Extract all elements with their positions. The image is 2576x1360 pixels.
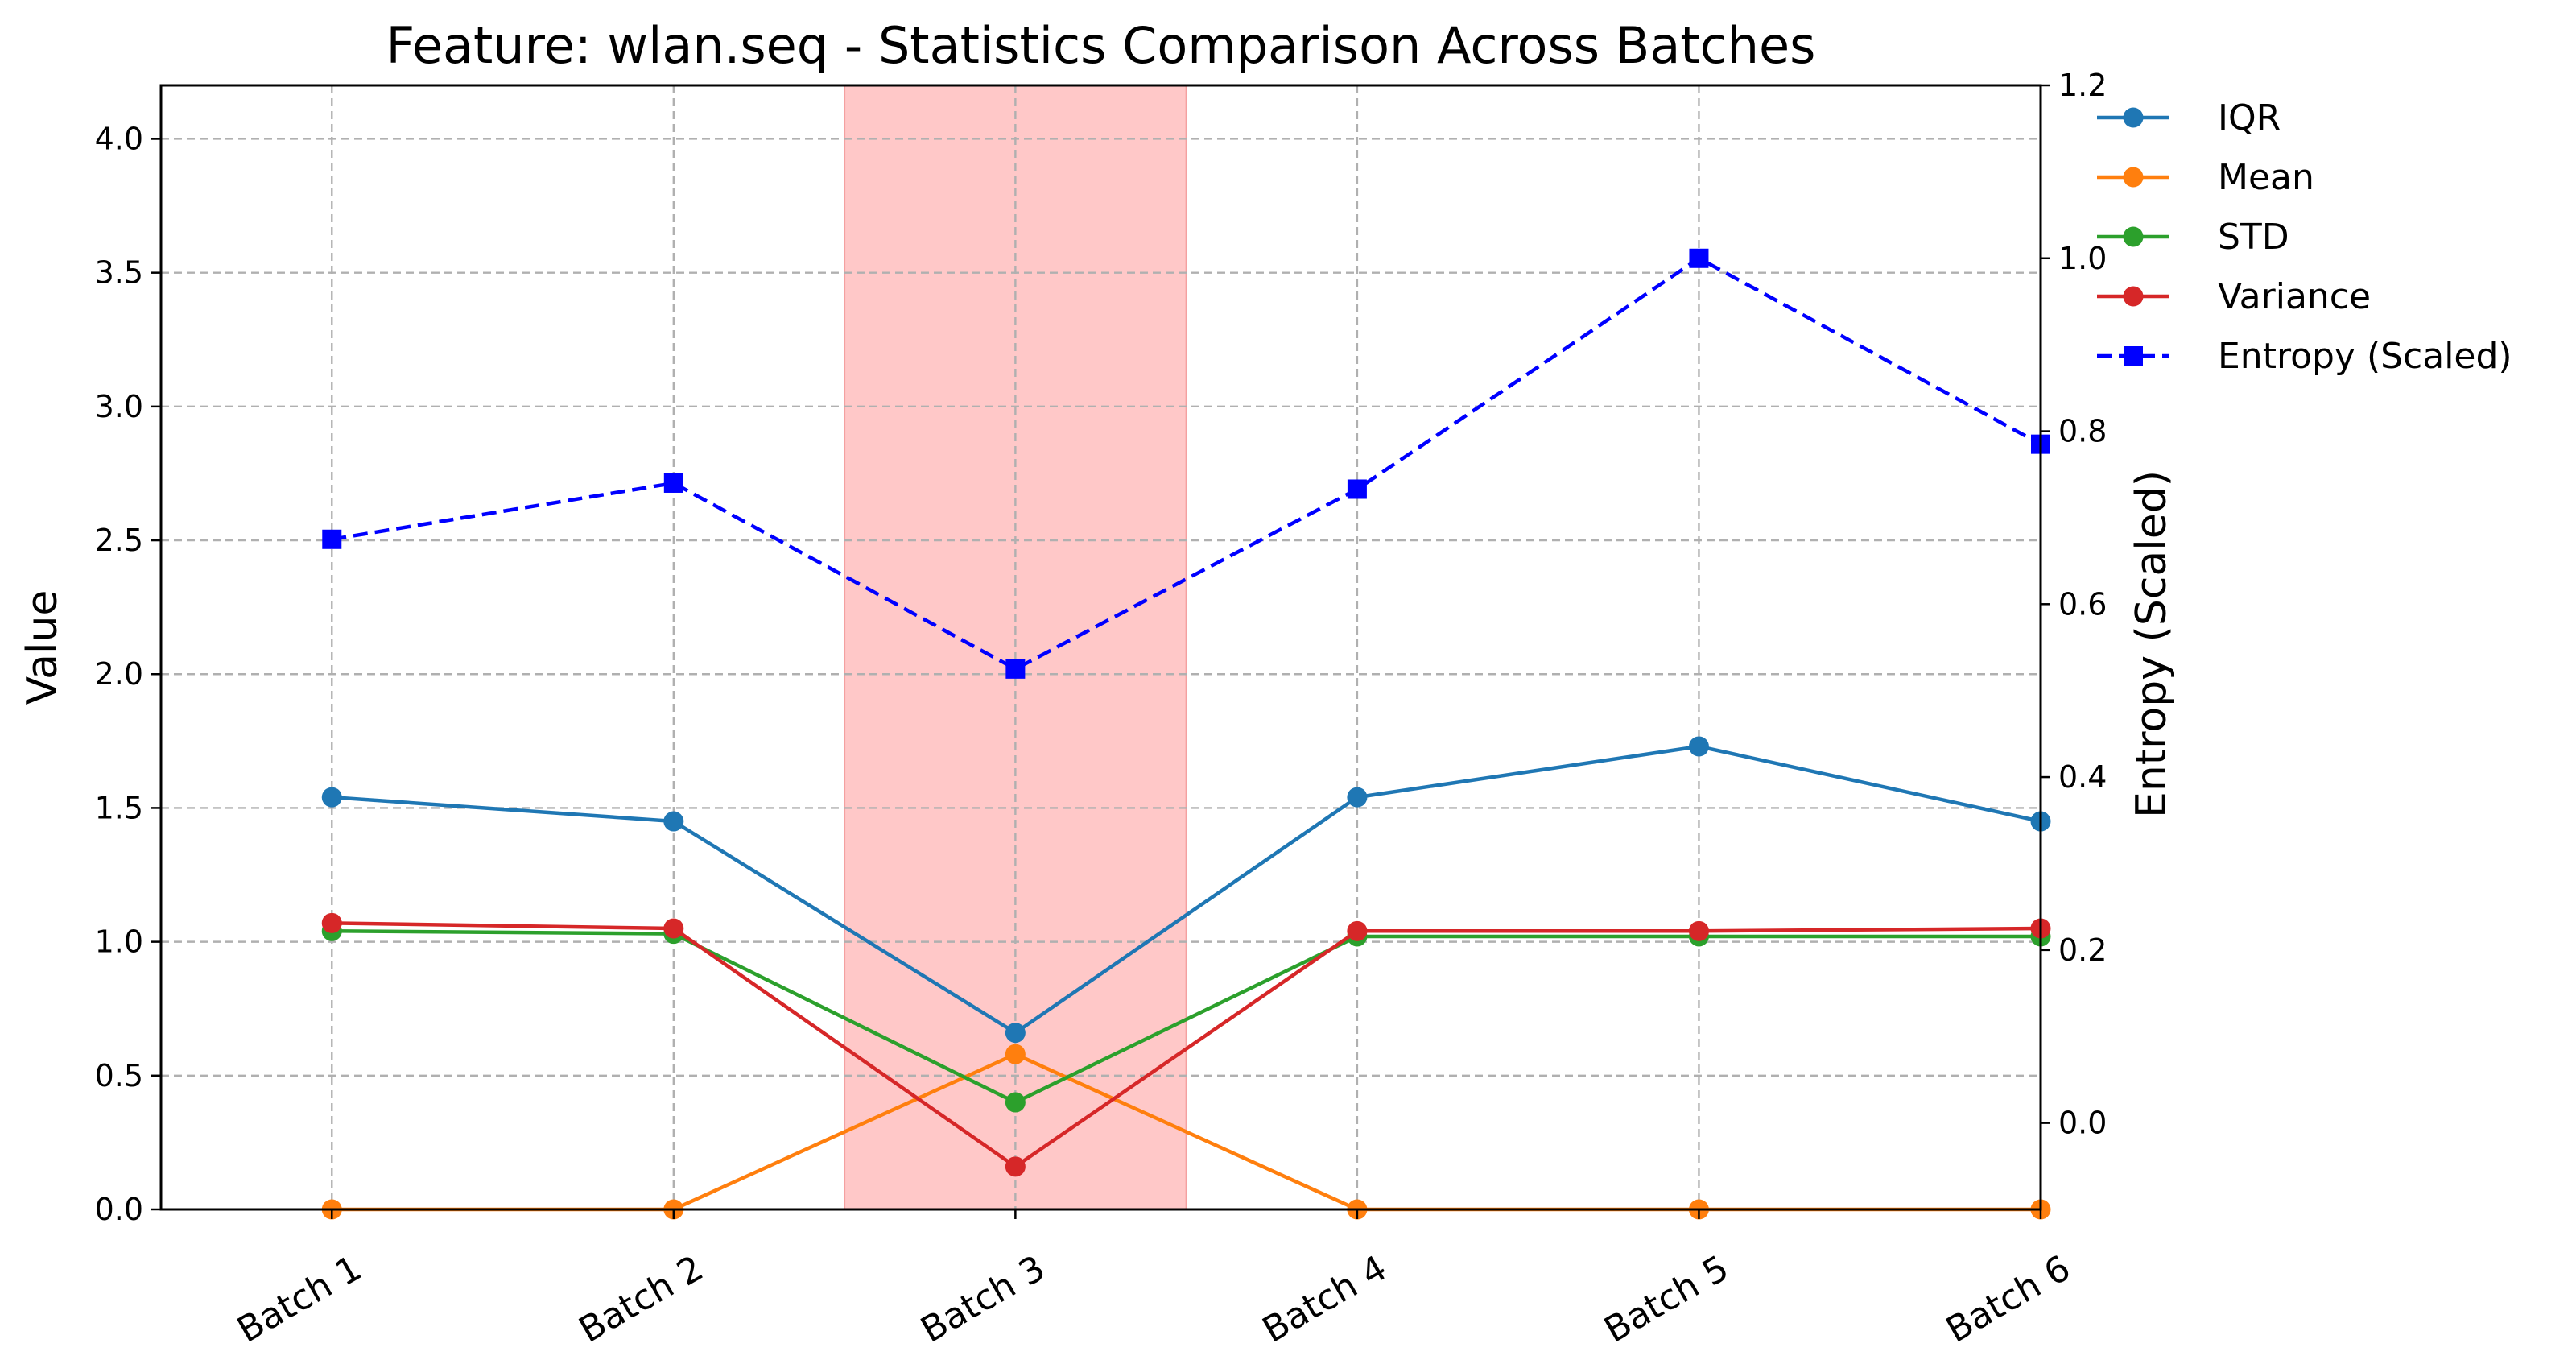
y-tick-label: 0.5 xyxy=(95,1058,143,1093)
legend-label-std: STD xyxy=(2218,217,2289,258)
plot-frame xyxy=(159,84,2042,1211)
left-y-axis: 0.0 0.5 1.0 1.5 2.0 2.5 3.0 3.5 4.0 xyxy=(95,121,161,1227)
point-iqr-batch-4 xyxy=(1347,787,1368,808)
point-iqr-batch-3 xyxy=(1005,1023,1026,1044)
legend-item-variance: Variance xyxy=(2097,276,2371,317)
y2-tick-label: 0.6 xyxy=(2058,586,2107,622)
point-iqr-batch-1 xyxy=(321,787,342,808)
point-variance-batch-3 xyxy=(1005,1156,1026,1177)
legend-item-iqr: IQR xyxy=(2097,97,2281,138)
series-line-iqr xyxy=(332,744,2041,1035)
series-line-variance xyxy=(332,921,2041,1169)
point-variance-batch-4 xyxy=(1347,920,1368,941)
point-iqr-batch-5 xyxy=(1688,736,1709,757)
y-axis-label: Value xyxy=(19,590,67,705)
y-tick-label: 2.0 xyxy=(95,656,143,692)
series-iqr xyxy=(321,736,2051,1044)
chart-title: Feature: wlan.seq - Statistics Compariso… xyxy=(386,16,1816,75)
legend-label-variance: Variance xyxy=(2218,276,2371,317)
legend-label-mean: Mean xyxy=(2218,157,2314,198)
y-tick-label: 4.0 xyxy=(95,121,143,156)
point-iqr-batch-2 xyxy=(663,811,684,832)
y-tick-label: 2.5 xyxy=(95,523,143,558)
series-line-entropy-scaled xyxy=(331,256,2042,672)
y2-tick-label: 0.0 xyxy=(2058,1106,2107,1141)
point-entropy-scaled-batch-3 xyxy=(1005,659,1026,679)
y-tick-label: 0.0 xyxy=(95,1192,143,1227)
legend-marker-std xyxy=(2123,226,2144,247)
right-y-axis: 0.0 0.2 0.4 0.6 0.8 1.0 1.2 xyxy=(2041,68,2107,1141)
legend-item-entropy-scaled: Entropy (Scaled) xyxy=(2097,336,2512,377)
point-variance-batch-2 xyxy=(663,918,684,939)
point-entropy-scaled-batch-4 xyxy=(1347,479,1367,499)
legend-marker-iqr xyxy=(2123,107,2144,128)
y-tick-label: 1.5 xyxy=(95,790,143,825)
legend: IQR Mean STD Variance Entropy (Scaled) xyxy=(2097,97,2512,377)
y2-tick-label: 1.2 xyxy=(2058,68,2107,103)
legend-label-entropy-scaled: Entropy (Scaled) xyxy=(2218,336,2512,377)
point-variance-batch-5 xyxy=(1688,920,1709,941)
y2-tick-label: 1.0 xyxy=(2058,241,2107,276)
legend-label-iqr: IQR xyxy=(2218,97,2281,138)
y2-tick-label: 0.2 xyxy=(2058,932,2107,968)
y-tick-label: 3.0 xyxy=(95,389,143,424)
legend-marker-entropy-scaled xyxy=(2124,346,2143,366)
legend-marker-mean xyxy=(2123,167,2144,188)
point-entropy-scaled-batch-2 xyxy=(663,473,683,493)
legend-item-mean: Mean xyxy=(2097,157,2314,198)
point-std-batch-3 xyxy=(1005,1092,1026,1113)
point-entropy-scaled-batch-5 xyxy=(1689,248,1709,268)
y2-tick-label: 0.8 xyxy=(2058,414,2107,449)
point-mean-batch-3 xyxy=(1005,1044,1026,1064)
series-line-std xyxy=(332,929,2041,1105)
y2-tick-label: 0.4 xyxy=(2058,759,2107,795)
point-variance-batch-1 xyxy=(321,912,342,933)
y-tick-label: 3.5 xyxy=(95,255,143,291)
y-tick-label: 1.0 xyxy=(95,924,143,960)
y2-axis-label: Entropy (Scaled) xyxy=(2128,470,2176,818)
legend-marker-variance xyxy=(2123,286,2144,307)
legend-item-std: STD xyxy=(2097,217,2289,258)
point-entropy-scaled-batch-1 xyxy=(322,529,342,549)
